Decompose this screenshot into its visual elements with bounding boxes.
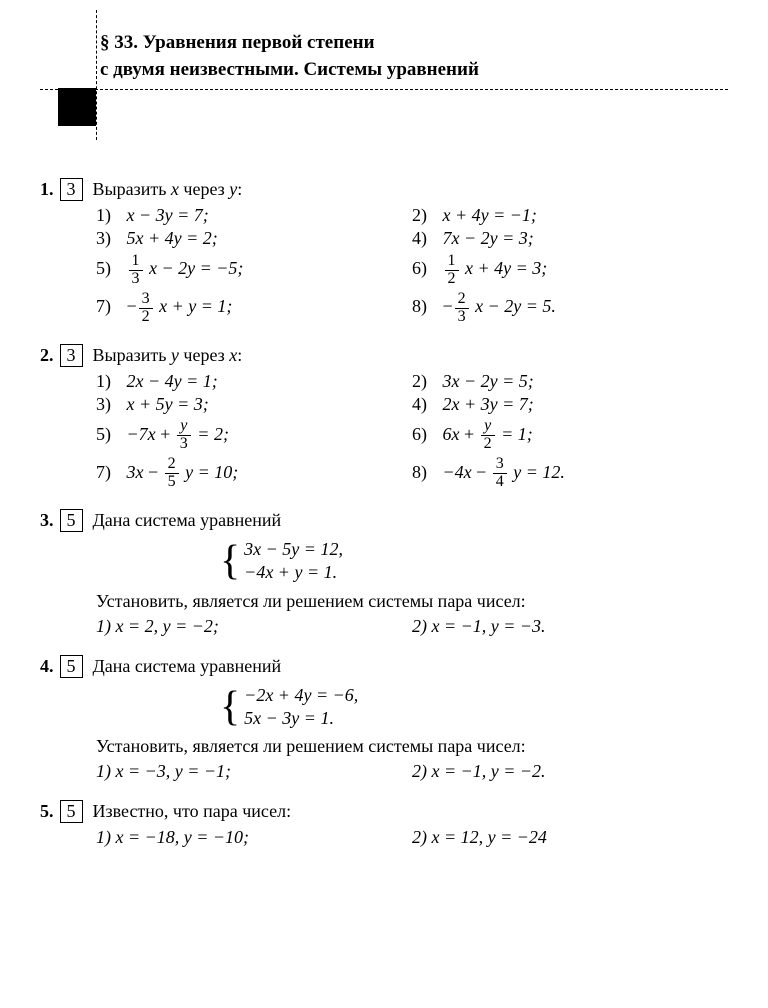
answer-option: 2) x = 12, y = −24 [412,827,728,848]
item-text: y = 10; [185,462,238,482]
system-line: 3x − 5y = 12, [244,538,343,561]
difficulty-box: 5 [60,655,83,678]
item-text: x + 4y = 3; [465,258,547,278]
problem-number: 4. [40,656,54,677]
answer-option: 1) x = −18, y = −10; [96,827,412,848]
follow-text: Установить, является ли решением системы… [40,736,728,757]
vertical-rule [96,10,97,140]
problem-prompt: Выразить y через x: [93,345,243,366]
problem-prompt: Выразить x через y: [93,179,243,200]
problem-number: 5. [40,801,54,822]
item-text: x + 4y = −1; [443,205,537,225]
item-text: 5x + 4y = 2; [127,228,218,248]
answer-option: 2) x = −1, y = −2. [412,761,728,782]
item-text: x − 3y = 7; [127,205,209,225]
difficulty-box: 5 [60,800,83,823]
item-text: y = 12. [513,462,565,482]
problem-prompt: Известно, что пара чисел: [93,801,292,822]
decor-square [58,88,96,126]
item-text: = 2; [197,424,229,444]
item-text: x − 2y = −5; [149,258,243,278]
difficulty-box: 3 [60,344,83,367]
problem-prompt: Дана система уравнений [93,510,282,531]
problem-items: 1) x − 3y = 7; 2) x + 4y = −1; 3) 5x + 4… [40,205,728,325]
problem-items: 1) 2x − 4y = 1; 2) 3x − 2y = 5; 3) x + 5… [40,371,728,491]
problem-number: 3. [40,510,54,531]
item-text: 2x + 3y = 7; [443,394,534,414]
difficulty-box: 5 [60,509,83,532]
section-title: § 33. Уравнения первой степени с двумя н… [40,30,728,83]
item-text: 7x − 2y = 3; [443,228,534,248]
horizontal-rule [40,89,728,90]
section-header: § 33. Уравнения первой степени с двумя н… [40,30,728,90]
item-text: x + 5y = 3; [127,394,209,414]
problem-2: 2. 3 Выразить y через x: 1) 2x − 4y = 1;… [40,344,728,491]
item-text: 2x − 4y = 1; [127,371,218,391]
problem-number: 1. [40,179,54,200]
answer-option: 2) x = −1, y = −3. [412,616,728,637]
brace-icon: { [220,686,240,728]
follow-text: Установить, является ли решением системы… [40,591,728,612]
title-line-1: § 33. Уравнения первой степени [100,32,375,53]
answer-option: 1) x = −3, y = −1; [96,761,412,782]
brace-icon: { [220,540,240,582]
title-line-2: с двумя неизвестными. Системы уравнений [100,59,479,80]
answer-option: 1) x = 2, y = −2; [96,616,412,637]
problem-4: 4. 5 Дана система уравнений { −2x + 4y =… [40,655,728,783]
problem-prompt: Дана система уравнений [93,656,282,677]
system-line: −2x + 4y = −6, [244,684,358,707]
item-text: x − 2y = 5. [475,296,556,316]
item-text: 3x − 2y = 5; [443,371,534,391]
problem-5: 5. 5 Известно, что пара чисел: 1) x = −1… [40,800,728,848]
problem-number: 2. [40,345,54,366]
equation-system: { 3x − 5y = 12, −4x + y = 1. [40,538,728,585]
problem-1: 1. 3 Выразить x через y: 1) x − 3y = 7; … [40,178,728,325]
item-text: = 1; [501,424,533,444]
item-text: x + y = 1; [159,296,232,316]
equation-system: { −2x + 4y = −6, 5x − 3y = 1. [40,684,728,731]
system-line: −4x + y = 1. [244,561,343,584]
problem-3: 3. 5 Дана система уравнений { 3x − 5y = … [40,509,728,637]
difficulty-box: 3 [60,178,83,201]
system-line: 5x − 3y = 1. [244,707,358,730]
